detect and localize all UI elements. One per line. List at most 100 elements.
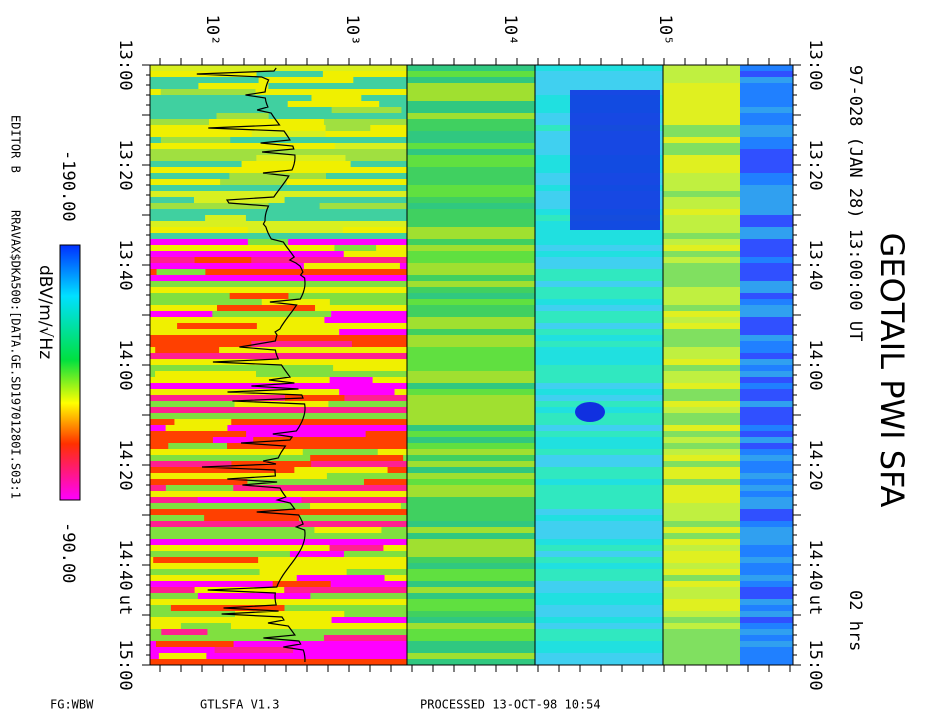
spectrogram-strip bbox=[535, 545, 663, 551]
spectrogram-strip bbox=[150, 257, 407, 263]
spectrogram-strip bbox=[535, 449, 663, 455]
spectrogram-strip bbox=[663, 581, 740, 587]
spectrogram-strip bbox=[663, 527, 740, 533]
spectrogram-strip bbox=[407, 491, 535, 497]
spectrogram-strip bbox=[150, 653, 407, 659]
time-label: 13:00 bbox=[115, 39, 135, 90]
spectrogram-strip bbox=[663, 569, 740, 575]
spectrogram-strip bbox=[407, 425, 535, 431]
spectrogram-strip bbox=[155, 641, 234, 647]
spectrogram-strip bbox=[663, 251, 740, 257]
spectrogram-strip bbox=[663, 575, 740, 581]
spectrogram-strip bbox=[535, 305, 663, 311]
spectrogram-strip bbox=[740, 515, 793, 521]
time-label: 13:40 bbox=[115, 239, 135, 290]
spectrogram-strip bbox=[407, 203, 535, 209]
spectrogram-strip bbox=[272, 581, 331, 587]
time-label: 13:00 bbox=[805, 39, 825, 90]
spectrogram-strip bbox=[407, 65, 535, 71]
spectrogram-strip bbox=[407, 371, 535, 377]
spectrogram-strip bbox=[187, 521, 275, 527]
spectrogram-strip bbox=[328, 209, 439, 215]
spectrogram-strip bbox=[740, 383, 793, 389]
spectrogram-strip bbox=[150, 347, 407, 353]
spectrogram-strip bbox=[740, 293, 793, 299]
spectrogram-strip bbox=[150, 65, 407, 71]
spectrogram-strip bbox=[740, 641, 793, 647]
spectrogram-strip bbox=[740, 215, 793, 221]
spectrogram-strip bbox=[150, 533, 407, 539]
spectrogram-strip bbox=[535, 647, 663, 653]
spectrogram-strip bbox=[150, 371, 407, 377]
spectrogram-strip bbox=[740, 107, 793, 113]
spectrogram-strip bbox=[535, 341, 663, 347]
spectrogram-strip bbox=[407, 251, 535, 257]
spectrogram-strip bbox=[343, 251, 429, 257]
spectrogram-strip bbox=[287, 275, 400, 281]
spectrogram-strip bbox=[407, 131, 535, 137]
spectrogram-strip bbox=[197, 593, 311, 599]
spectrogram-strip bbox=[663, 515, 740, 521]
spectrogram-strip bbox=[663, 83, 740, 89]
spectrogram-strip bbox=[535, 455, 663, 461]
spectrogram-strip bbox=[150, 425, 407, 431]
spectrogram-patch bbox=[570, 90, 660, 230]
spectrogram-strip bbox=[535, 359, 663, 365]
spectrogram-strip bbox=[407, 191, 535, 197]
spectrogram-strip bbox=[407, 359, 535, 365]
spectrogram-strip bbox=[740, 395, 793, 401]
frequency-label: 10³ bbox=[342, 15, 362, 46]
spectrogram-strip bbox=[740, 227, 793, 233]
spectrogram-strip bbox=[407, 83, 535, 89]
spectrogram-strip bbox=[407, 545, 535, 551]
spectrogram-strip bbox=[740, 581, 793, 587]
spectrogram-strip bbox=[535, 509, 663, 515]
duration: 02 hrs bbox=[845, 590, 865, 651]
spectrogram-strip bbox=[535, 503, 663, 509]
spectrogram-strip bbox=[663, 167, 740, 173]
spectrogram-strip bbox=[238, 509, 349, 515]
spectrogram-strip bbox=[663, 359, 740, 365]
spectrogram-strip bbox=[231, 191, 284, 197]
spectrogram-strip bbox=[204, 515, 300, 521]
spectrogram-strip bbox=[155, 371, 257, 377]
spectrogram-strip bbox=[212, 437, 254, 443]
spectrogram-strip bbox=[663, 629, 740, 635]
spectrogram-strip bbox=[740, 197, 793, 203]
spectrogram-strip bbox=[407, 509, 535, 515]
spectrogram-strip bbox=[407, 137, 535, 143]
spectrogram-strip bbox=[407, 149, 535, 155]
spectrogram-strip bbox=[740, 371, 793, 377]
spectrogram-strip bbox=[663, 221, 740, 227]
spectrogram-strip bbox=[535, 353, 663, 359]
spectrogram-strip bbox=[740, 155, 793, 161]
spectrogram-strip bbox=[407, 485, 535, 491]
spectrogram-strip bbox=[535, 239, 663, 245]
spectrogram-strip bbox=[331, 107, 402, 113]
spectrogram-strip bbox=[535, 515, 663, 521]
spectrogram-strip bbox=[535, 629, 663, 635]
spectrogram-strip bbox=[407, 617, 535, 623]
spectrogram-strip bbox=[740, 569, 793, 575]
spectrogram-strip bbox=[334, 245, 377, 251]
spectrogram-strip bbox=[535, 635, 663, 641]
spectrogram-strip bbox=[740, 203, 793, 209]
spectrogram-strip bbox=[150, 407, 407, 413]
spectrogram-strip bbox=[407, 125, 535, 131]
spectrogram-strip bbox=[180, 623, 231, 629]
spectrogram-strip bbox=[663, 155, 740, 161]
spectrogram-strip bbox=[535, 479, 663, 485]
spectrogram-strip bbox=[663, 227, 740, 233]
spectrogram-strip bbox=[663, 557, 740, 563]
spectrogram-strip bbox=[407, 173, 535, 179]
spectrogram-strip bbox=[740, 611, 793, 617]
spectrogram-strip bbox=[150, 329, 407, 335]
time-unit: ut bbox=[805, 595, 825, 615]
spectrogram-strip bbox=[150, 245, 407, 251]
spectrogram-strip bbox=[535, 287, 663, 293]
spectrogram-strip bbox=[663, 335, 740, 341]
spectrogram-strip bbox=[150, 473, 407, 479]
spectrogram-strip bbox=[150, 113, 407, 119]
spectrogram-strip bbox=[663, 611, 740, 617]
spectrogram-strip bbox=[234, 401, 329, 407]
